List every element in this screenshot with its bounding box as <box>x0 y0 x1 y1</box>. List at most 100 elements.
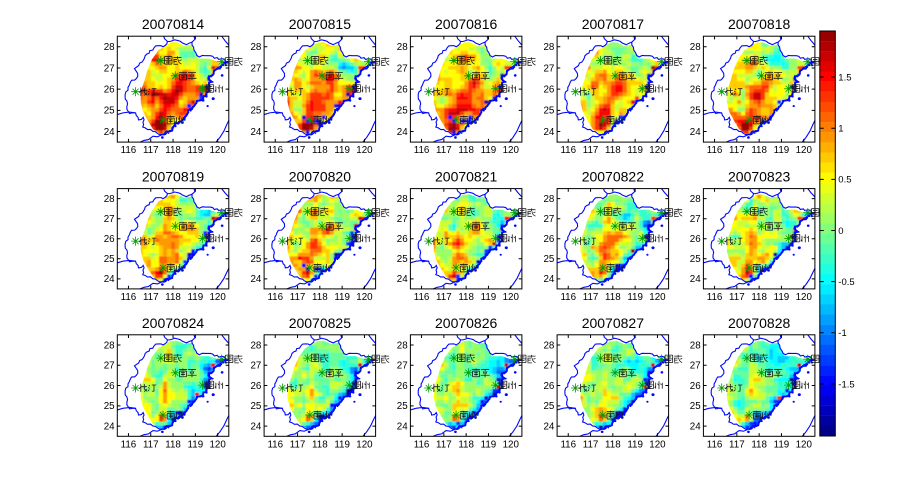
svg-text:116: 116 <box>267 145 283 156</box>
svg-text:20070827: 20070827 <box>582 315 645 331</box>
svg-text:118: 118 <box>751 439 767 450</box>
svg-text:120: 120 <box>209 292 226 303</box>
svg-text:26: 26 <box>397 234 408 245</box>
svg-text:117: 117 <box>143 292 159 303</box>
svg-text:117: 117 <box>143 145 159 156</box>
svg-text:24: 24 <box>250 274 261 285</box>
svg-text:28: 28 <box>690 340 701 351</box>
svg-text:20070821: 20070821 <box>435 169 498 185</box>
svg-text:28: 28 <box>104 42 115 53</box>
svg-text:1.5: 1.5 <box>838 72 851 83</box>
svg-text:25: 25 <box>104 106 115 117</box>
svg-text:20070814: 20070814 <box>142 16 205 32</box>
svg-text:0.5: 0.5 <box>838 175 851 186</box>
svg-text:27: 27 <box>543 214 554 225</box>
svg-text:117: 117 <box>583 292 599 303</box>
svg-text:120: 120 <box>503 145 520 156</box>
svg-text:116: 116 <box>121 439 137 450</box>
svg-text:117: 117 <box>583 439 599 450</box>
svg-text:26: 26 <box>690 84 701 95</box>
svg-text:25: 25 <box>543 254 554 265</box>
svg-text:119: 119 <box>627 145 643 156</box>
svg-text:28: 28 <box>250 340 261 351</box>
svg-text:20070816: 20070816 <box>435 16 498 32</box>
svg-text:24: 24 <box>397 127 408 138</box>
svg-text:24: 24 <box>397 421 408 432</box>
svg-text:116: 116 <box>414 292 430 303</box>
svg-text:27: 27 <box>690 214 701 225</box>
svg-text:118: 118 <box>458 439 474 450</box>
svg-text:28: 28 <box>397 42 408 53</box>
svg-text:25: 25 <box>250 401 261 412</box>
svg-text:24: 24 <box>690 127 701 138</box>
svg-text:27: 27 <box>543 63 554 74</box>
svg-text:120: 120 <box>356 439 373 450</box>
svg-text:28: 28 <box>397 340 408 351</box>
svg-text:120: 120 <box>503 439 520 450</box>
svg-text:24: 24 <box>543 274 554 285</box>
svg-text:117: 117 <box>729 145 745 156</box>
svg-text:27: 27 <box>543 361 554 372</box>
svg-text:26: 26 <box>543 381 554 392</box>
svg-text:24: 24 <box>543 127 554 138</box>
svg-text:28: 28 <box>690 194 701 205</box>
svg-text:119: 119 <box>481 292 497 303</box>
svg-text:27: 27 <box>250 361 261 372</box>
svg-text:117: 117 <box>290 439 306 450</box>
svg-text:26: 26 <box>104 381 115 392</box>
svg-text:27: 27 <box>690 361 701 372</box>
svg-text:117: 117 <box>436 145 452 156</box>
svg-text:118: 118 <box>458 292 474 303</box>
svg-text:20070819: 20070819 <box>142 169 205 185</box>
svg-text:20070815: 20070815 <box>289 16 352 32</box>
svg-text:24: 24 <box>250 127 261 138</box>
svg-text:118: 118 <box>751 292 767 303</box>
svg-text:119: 119 <box>774 145 790 156</box>
svg-text:27: 27 <box>397 63 408 74</box>
svg-text:119: 119 <box>334 439 350 450</box>
svg-text:118: 118 <box>312 439 328 450</box>
svg-text:118: 118 <box>751 145 767 156</box>
svg-text:24: 24 <box>250 421 261 432</box>
svg-text:116: 116 <box>560 439 576 450</box>
svg-text:27: 27 <box>397 214 408 225</box>
svg-text:116: 116 <box>707 439 723 450</box>
svg-text:119: 119 <box>188 292 204 303</box>
svg-text:120: 120 <box>649 439 666 450</box>
svg-text:20070823: 20070823 <box>728 169 791 185</box>
svg-text:119: 119 <box>627 439 643 450</box>
svg-text:20070818: 20070818 <box>728 16 791 32</box>
svg-text:118: 118 <box>165 439 181 450</box>
svg-text:25: 25 <box>543 401 554 412</box>
svg-text:26: 26 <box>690 381 701 392</box>
svg-text:116: 116 <box>121 292 137 303</box>
svg-text:24: 24 <box>690 274 701 285</box>
svg-text:116: 116 <box>414 439 430 450</box>
svg-text:118: 118 <box>312 292 328 303</box>
svg-text:26: 26 <box>104 84 115 95</box>
svg-text:24: 24 <box>104 421 115 432</box>
svg-text:26: 26 <box>250 84 261 95</box>
svg-text:-1.5: -1.5 <box>838 379 854 390</box>
svg-text:117: 117 <box>729 439 745 450</box>
svg-text:117: 117 <box>290 292 306 303</box>
svg-text:-1: -1 <box>838 328 846 339</box>
svg-text:20070817: 20070817 <box>582 16 645 32</box>
svg-text:117: 117 <box>729 292 745 303</box>
svg-text:28: 28 <box>690 42 701 53</box>
svg-text:119: 119 <box>188 145 204 156</box>
svg-text:116: 116 <box>707 292 723 303</box>
svg-text:25: 25 <box>250 106 261 117</box>
svg-text:118: 118 <box>165 292 181 303</box>
svg-text:120: 120 <box>649 145 666 156</box>
svg-text:24: 24 <box>397 274 408 285</box>
svg-text:118: 118 <box>165 145 181 156</box>
svg-text:28: 28 <box>104 340 115 351</box>
svg-text:119: 119 <box>334 292 350 303</box>
svg-text:28: 28 <box>104 194 115 205</box>
svg-text:118: 118 <box>605 439 621 450</box>
svg-text:28: 28 <box>250 194 261 205</box>
svg-text:116: 116 <box>121 145 137 156</box>
svg-text:119: 119 <box>481 439 497 450</box>
svg-text:28: 28 <box>543 42 554 53</box>
